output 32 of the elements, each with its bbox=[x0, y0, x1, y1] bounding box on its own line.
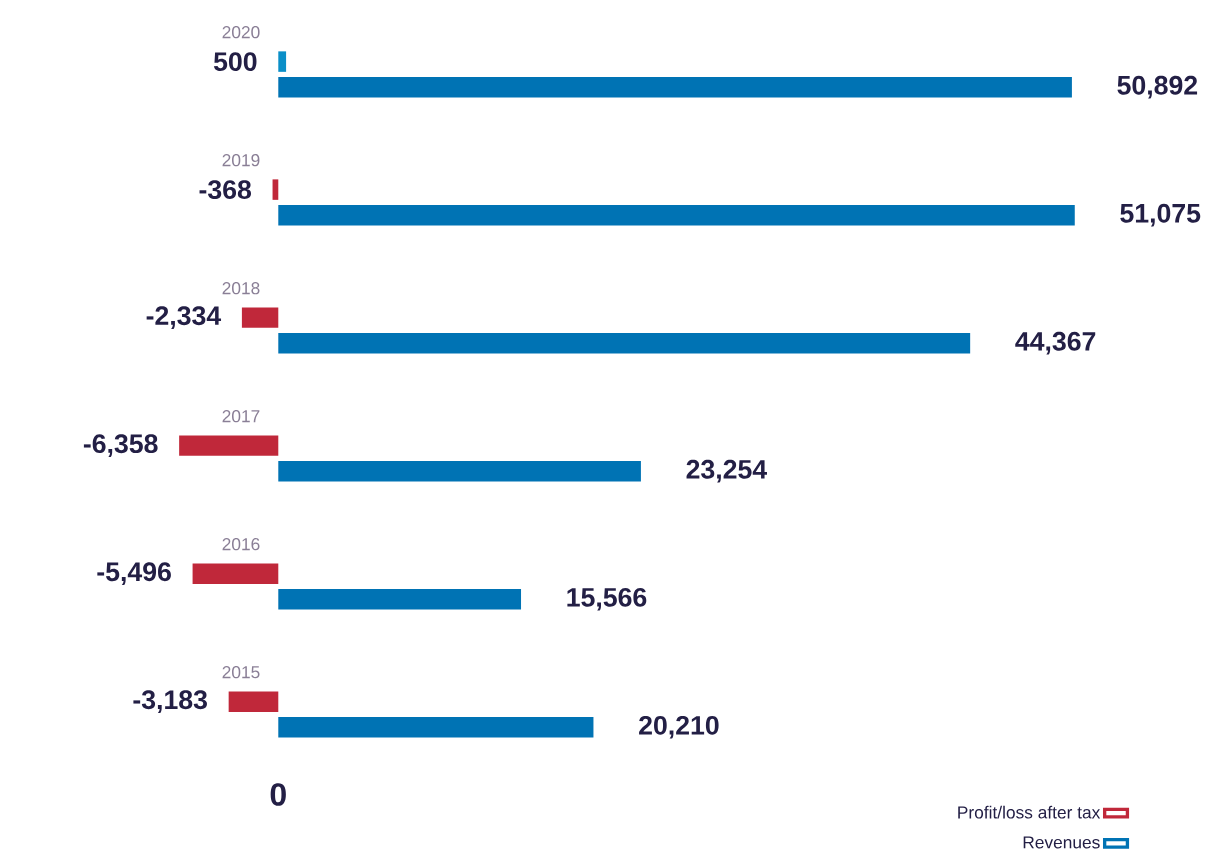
bar bbox=[278, 461, 641, 482]
data-label: 44,367 bbox=[1015, 331, 1096, 355]
bar bbox=[278, 589, 522, 610]
text: 0 bbox=[270, 783, 286, 806]
y-tick-label: 2015 bbox=[222, 666, 260, 679]
bar bbox=[241, 307, 279, 328]
bar bbox=[278, 333, 971, 354]
bar bbox=[278, 51, 287, 72]
bar bbox=[228, 691, 279, 713]
data-label: -368 bbox=[199, 180, 252, 200]
data-label: -3,183 bbox=[133, 690, 207, 714]
data-label: -2,334 bbox=[146, 306, 222, 330]
y-tick-label: 2019 bbox=[222, 154, 260, 167]
legend-label: Revenues bbox=[1023, 836, 1100, 849]
bar bbox=[278, 717, 594, 738]
data-label: 23,254 bbox=[686, 459, 767, 483]
data-label: 20,210 bbox=[639, 716, 719, 739]
bar bbox=[179, 435, 279, 456]
legend-label: Profit/loss after tax bbox=[958, 805, 1101, 819]
data-label: -5,496 bbox=[97, 562, 171, 586]
data-label: 50,892 bbox=[1117, 75, 1198, 99]
data-label: 51,075 bbox=[1120, 203, 1201, 227]
y-tick-label: 2020 bbox=[222, 26, 260, 39]
bar bbox=[278, 77, 1072, 98]
data-label: -6,358 bbox=[83, 434, 158, 458]
bar bbox=[192, 563, 279, 584]
y-tick-label: 2016 bbox=[222, 538, 260, 551]
data-label: 15,566 bbox=[567, 588, 647, 611]
data-label: 500 bbox=[213, 52, 257, 72]
bar bbox=[278, 205, 1075, 226]
y-tick-label: 2017 bbox=[222, 410, 260, 423]
y-tick-label: 2018 bbox=[222, 282, 260, 295]
